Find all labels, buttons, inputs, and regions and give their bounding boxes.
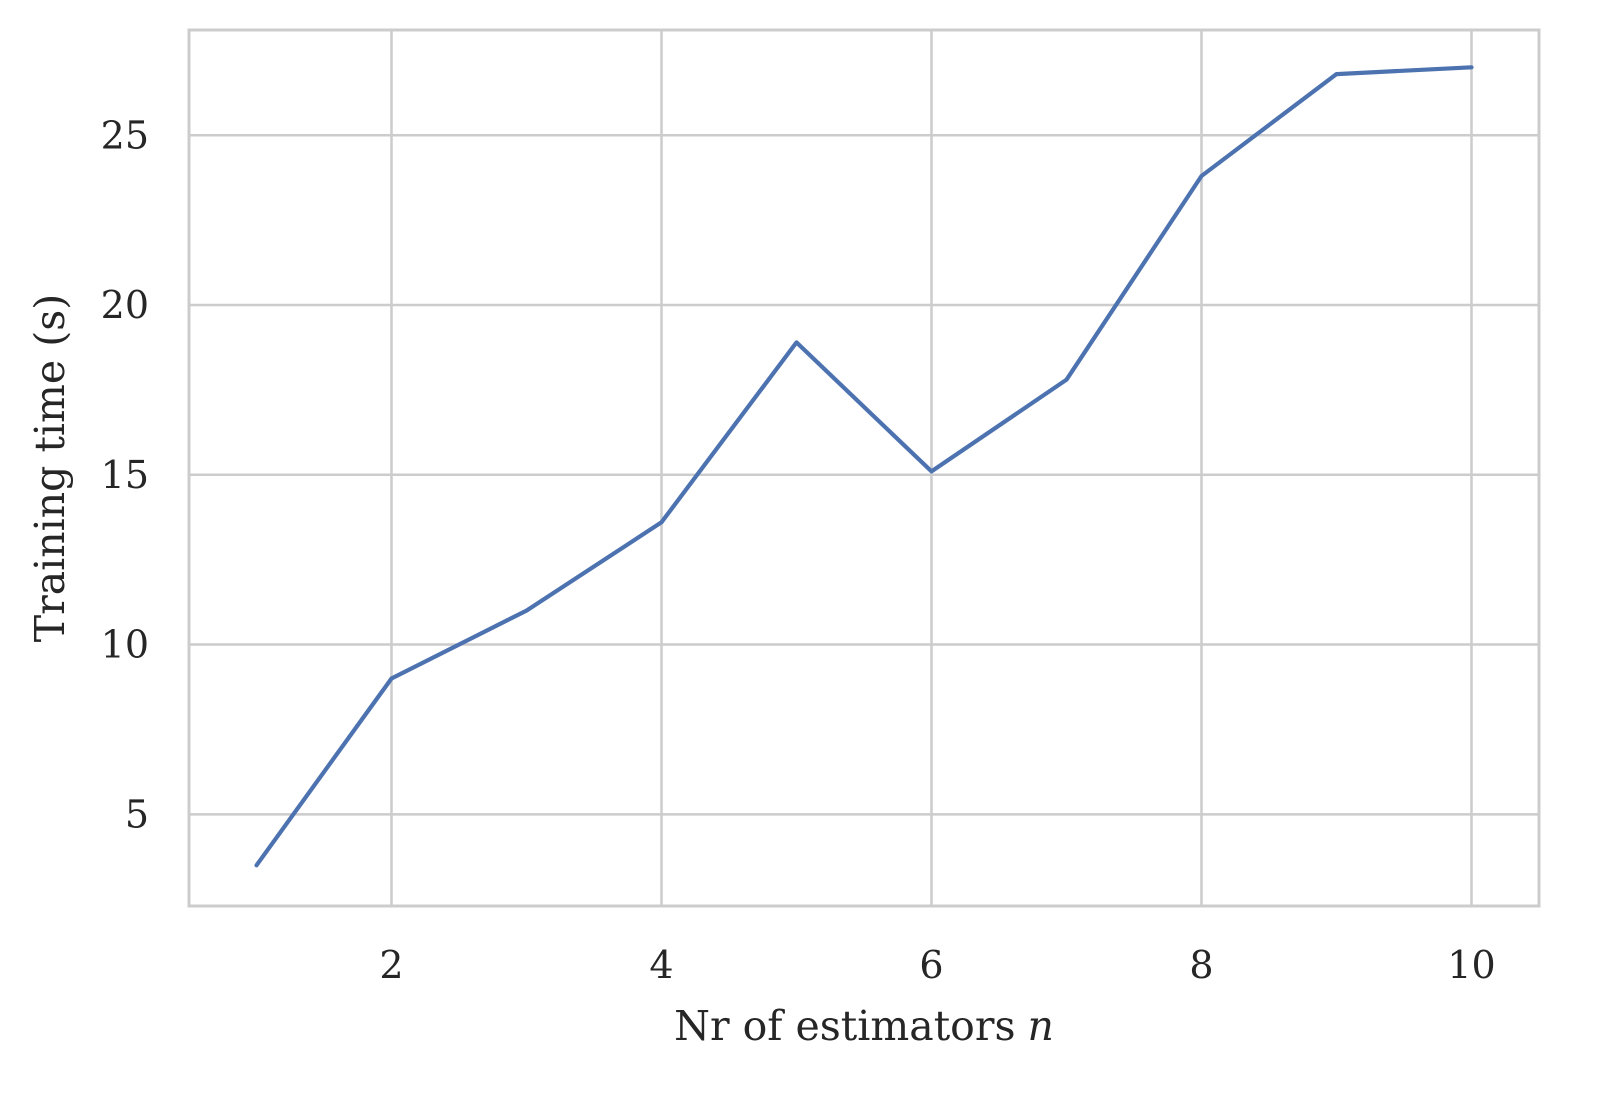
y-axis-title: Training time (s) <box>26 294 74 643</box>
y-tick-label: 20 <box>101 283 149 327</box>
plot-frame <box>187 28 1541 908</box>
x-axis-title-variable: n <box>1028 1002 1054 1050</box>
x-gridlines <box>390 30 1473 906</box>
y-tick-label: 5 <box>125 792 149 836</box>
y-tick-label: 15 <box>101 453 149 497</box>
x-tick-label: 4 <box>649 943 673 987</box>
x-tick-label: 8 <box>1189 943 1213 987</box>
series-layer <box>254 65 1474 868</box>
x-tick-label: 6 <box>919 943 943 987</box>
x-tick-label: 2 <box>379 943 403 987</box>
y-tick-label: 10 <box>101 623 149 667</box>
x-tick-label: 10 <box>1447 943 1495 987</box>
x-axis-title-text: Nr of estimators <box>674 1002 1015 1050</box>
y-tick-label: 25 <box>101 113 149 157</box>
y-tick-labels: 5 10 15 20 25 <box>101 113 149 836</box>
y-gridlines <box>189 134 1539 816</box>
series-line <box>254 65 1474 868</box>
x-tick-labels: 2 4 6 8 10 <box>379 943 1495 987</box>
x-axis-title: Nr of estimators n <box>674 1002 1054 1050</box>
